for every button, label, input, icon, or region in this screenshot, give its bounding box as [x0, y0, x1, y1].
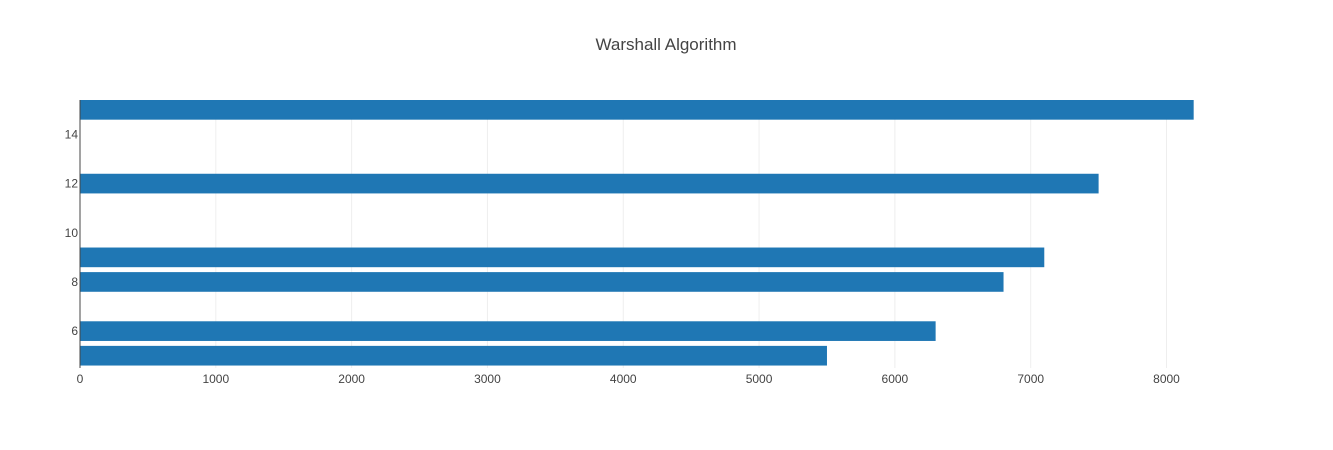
gridlines — [215, 100, 1168, 368]
bar — [80, 100, 1194, 120]
x-tick-label: 5000 — [746, 372, 773, 386]
y-tick-label: 6 — [71, 324, 78, 338]
y-tick-label: 12 — [65, 177, 79, 191]
y-tick-label: 14 — [65, 127, 79, 141]
chart-title: Warshall Algorithm — [595, 35, 736, 54]
x-tick-label: 1000 — [202, 372, 229, 386]
x-tick-label: 3000 — [474, 372, 501, 386]
y-tick-label: 10 — [65, 226, 79, 240]
bar — [80, 345, 827, 366]
x-tick-label: 2000 — [338, 372, 365, 386]
x-tick-label: 4000 — [610, 372, 637, 386]
x-tick-label: 0 — [77, 372, 84, 386]
bar — [80, 272, 1004, 292]
x-tick-label: 8000 — [1153, 372, 1180, 386]
x-tick-label: 6000 — [882, 372, 909, 386]
bar — [80, 321, 936, 341]
x-tick-label: 7000 — [1017, 372, 1044, 386]
bar-series — [80, 100, 1194, 366]
bar — [80, 173, 1099, 194]
y-tick-label: 8 — [71, 275, 78, 289]
bar — [80, 247, 1045, 268]
x-axis-ticks: 0 1000 2000 3000 4000 5000 6000 7000 8000 — [77, 372, 1181, 386]
y-axis-ticks: 6 8 10 12 14 — [65, 127, 79, 338]
